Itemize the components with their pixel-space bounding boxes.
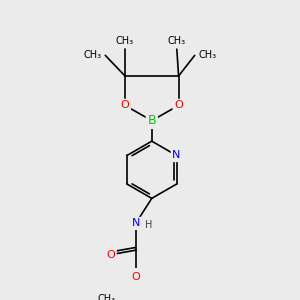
Text: CH₃: CH₃: [116, 36, 134, 46]
Text: O: O: [121, 100, 129, 110]
Text: N: N: [131, 218, 140, 228]
Text: CH₃: CH₃: [168, 36, 186, 46]
Text: CH₃: CH₃: [84, 50, 102, 60]
Text: CH₃: CH₃: [98, 294, 116, 300]
Text: O: O: [174, 100, 183, 110]
Text: B: B: [148, 114, 156, 127]
Text: H: H: [145, 220, 152, 230]
Text: CH₃: CH₃: [198, 50, 216, 60]
Text: N: N: [172, 151, 181, 160]
Text: O: O: [131, 272, 140, 282]
Text: O: O: [106, 250, 115, 260]
